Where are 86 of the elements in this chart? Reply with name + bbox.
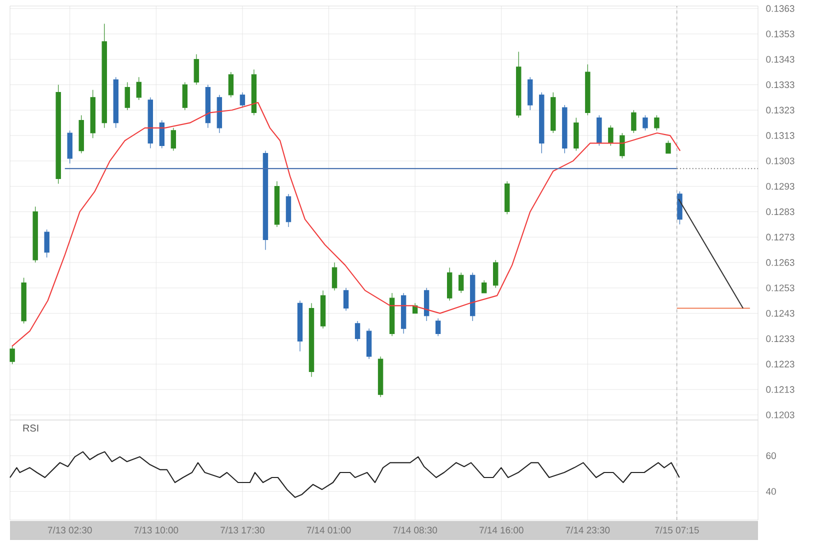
x-tick-label: 7/13 17:30 (220, 526, 264, 534)
candlestick (286, 194, 292, 228)
candlestick (194, 54, 200, 86)
candlestick (90, 90, 96, 138)
candlestick (378, 356, 384, 398)
y-tick-label: 60 (766, 452, 776, 460)
y-tick-label: 0.1353 (766, 30, 794, 38)
y-tick-label: 0.1273 (766, 234, 794, 240)
candlestick (608, 125, 614, 146)
candlestick (113, 76, 118, 128)
candlestick (148, 97, 153, 149)
x-tick-label: 7/15 07:15 (654, 526, 699, 534)
candlestick (44, 229, 50, 258)
candlestick (596, 114, 602, 146)
candlestick (251, 69, 257, 116)
candlestick (585, 64, 590, 116)
y-tick-label: 0.1293 (766, 182, 794, 190)
candlestick (332, 262, 338, 291)
candlestick (308, 302, 314, 378)
candlestick (366, 328, 372, 360)
y-tick-label: 0.1223 (766, 360, 794, 368)
y-tick-label: 0.1243 (766, 310, 794, 317)
y-tick-label: 0.1283 (766, 208, 794, 216)
candlestick (493, 260, 498, 288)
candlestick (274, 180, 280, 228)
candlestick (677, 191, 682, 225)
candlestick (240, 92, 246, 108)
candlestick (159, 120, 165, 149)
y-tick-label: 0.1343 (766, 56, 794, 63)
x-tick-label: 7/13 02:30 (48, 526, 92, 534)
candlestick (528, 76, 533, 110)
y-tick-label: 40 (766, 488, 776, 495)
y-tick-label: 0.1233 (766, 335, 794, 342)
y-tick-label: 0.1253 (766, 284, 794, 292)
x-tick-label: 7/13 10:00 (134, 526, 178, 534)
candlestick (182, 82, 188, 110)
candlestick (56, 84, 61, 184)
candlestick (504, 180, 510, 215)
y-tick-label: 0.1203 (766, 412, 794, 418)
candlestick (10, 346, 15, 364)
y-tick-label: 0.1263 (766, 259, 794, 266)
candlestick (343, 288, 349, 312)
candlestick (446, 267, 452, 301)
x-tick-label: 7/14 08:30 (393, 526, 438, 534)
candlestick (320, 290, 326, 329)
candlestick (205, 84, 211, 128)
candlestick (562, 104, 568, 154)
candlestick (550, 92, 556, 134)
candlestick (297, 300, 303, 352)
candlestick (170, 128, 176, 152)
candlestick (78, 114, 84, 154)
y-tick-label: 0.1213 (766, 386, 794, 393)
candlestick (136, 76, 142, 100)
candlestick (666, 140, 671, 154)
candlestick (631, 110, 636, 134)
x-tick-label: 7/14 16:00 (479, 526, 524, 534)
y-tick-label: 0.1303 (766, 158, 794, 164)
candlestick (262, 150, 268, 250)
candlestick (642, 114, 648, 131)
candlestick (21, 277, 26, 324)
candlestick (228, 72, 234, 98)
candlestick (389, 292, 395, 336)
candlestick (32, 206, 38, 263)
candlestick (516, 51, 522, 118)
candlestick (400, 292, 406, 334)
y-tick-label: 0.1313 (766, 132, 794, 139)
candlestick (354, 320, 360, 342)
candlestick (424, 288, 430, 322)
candlestick (458, 272, 464, 294)
candlestick (124, 82, 130, 110)
x-tick-label: 7/14 01:00 (306, 526, 351, 534)
candlestick (435, 318, 441, 336)
y-tick-label: 0.1333 (766, 81, 794, 88)
candlestick (620, 132, 625, 159)
chart-title: RSI (23, 424, 38, 432)
x-tick-label: 7/14 23:30 (566, 526, 610, 534)
candlestick (539, 92, 544, 154)
candlestick (470, 272, 476, 322)
y-tick-label: 0.1363 (766, 5, 794, 12)
candlestick (102, 23, 107, 128)
candlestick (654, 114, 660, 131)
candlestick (216, 94, 222, 134)
candlestick (574, 117, 579, 152)
y-tick-label: 0.1323 (766, 106, 794, 114)
candlestick (482, 280, 487, 294)
candlestick (67, 130, 72, 164)
